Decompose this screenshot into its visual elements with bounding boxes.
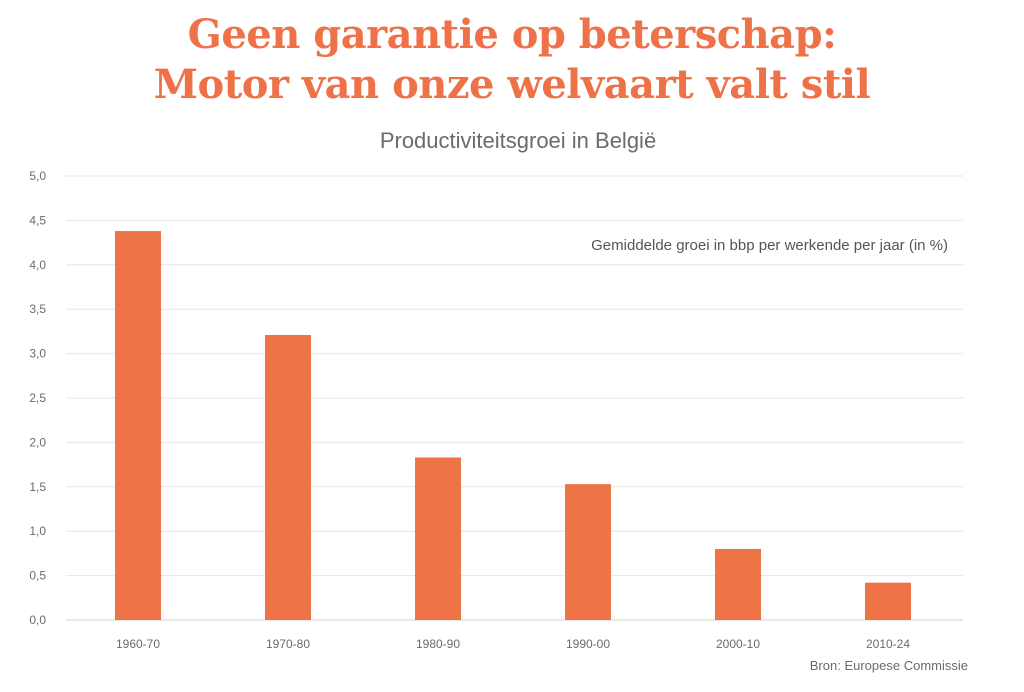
grid-layer	[66, 175, 963, 621]
bar-1980-90	[415, 457, 461, 620]
y-tick-label: 4,5	[29, 213, 46, 227]
y-axis-ticks: 0,0 0,5 1,0 1,5 2,0 2,5 3,0 3,5 4,0 4,5 5,0	[29, 169, 46, 627]
y-tick-label: 4,0	[29, 258, 46, 272]
headline-line-2: Motor van onze welvaart valt stil	[153, 61, 871, 108]
chart-title: Productiviteitsgroei in België	[379, 128, 657, 153]
x-tick-label: 1970-80	[266, 637, 310, 651]
bars	[115, 231, 911, 620]
bar-1970-80	[265, 334, 311, 620]
y-tick-label: 2,0	[29, 435, 46, 449]
y-tick-label: 1,0	[29, 524, 46, 538]
bar-2000-10	[715, 548, 761, 620]
y-tick-label: 1,5	[29, 480, 46, 494]
y-tick-label: 0,0	[29, 613, 46, 627]
source-note: Bron: Europese Commissie	[810, 658, 968, 673]
y-tick-label: 3,0	[29, 347, 46, 361]
y-tick-label: 3,5	[29, 302, 46, 316]
y-tick-label: 5,0	[29, 169, 46, 183]
x-tick-label: 2010-24	[866, 637, 910, 651]
bar-1960-70	[115, 231, 161, 620]
x-axis-ticks: 1960-70 1970-80 1980-90 1990-00 2000-10 2010-…	[116, 637, 910, 651]
chart-annotation: Gemiddelde groei in bbp per werkende per…	[591, 237, 948, 254]
headline-line-1: Geen garantie op beterschap:	[187, 11, 837, 58]
y-tick-label: 0,5	[29, 569, 46, 583]
x-tick-label: 1960-70	[116, 637, 160, 651]
x-tick-label: 2000-10	[716, 637, 760, 651]
x-tick-label: 1990-00	[566, 637, 610, 651]
headline: Geen garantie op beterschap: Motor van o…	[0, 10, 1024, 110]
y-tick-label: 2,5	[29, 391, 46, 405]
bar-2010-24	[865, 582, 911, 620]
x-tick-label: 1980-90	[416, 637, 460, 651]
bar-1990-00	[565, 484, 611, 620]
